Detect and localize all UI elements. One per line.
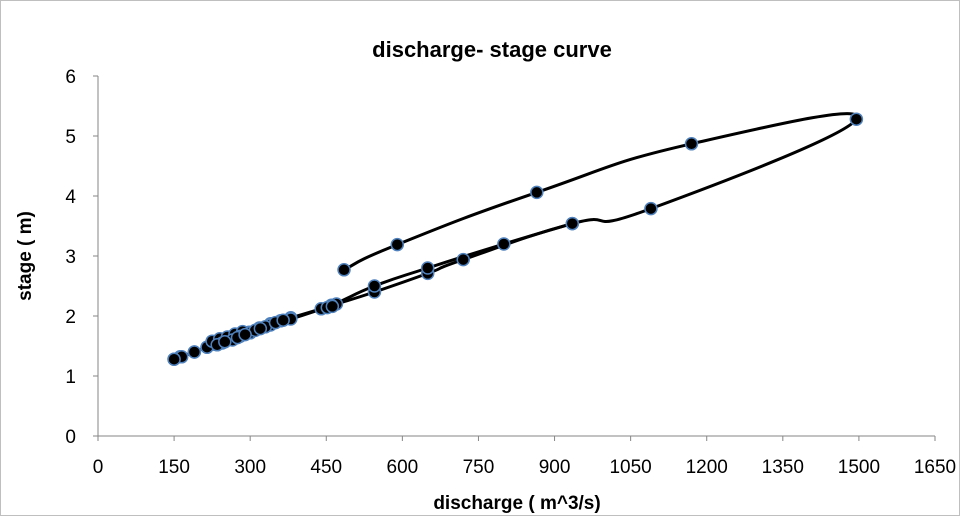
data-point xyxy=(684,137,699,151)
x-tick-label: 150 xyxy=(158,457,190,478)
y-tick-label: 0 xyxy=(65,427,76,448)
y-tick-label: 1 xyxy=(65,367,76,388)
data-point xyxy=(325,299,340,314)
data-point xyxy=(167,352,181,366)
data-point xyxy=(238,327,252,342)
x-tick-label: 750 xyxy=(463,457,495,478)
x-tick-label: 300 xyxy=(234,457,266,478)
data-point xyxy=(218,335,232,349)
y-tick-label: 4 xyxy=(65,187,76,208)
x-tick-label: 600 xyxy=(387,457,419,478)
data-point xyxy=(367,279,382,293)
x-tick-label: 1650 xyxy=(914,457,956,478)
data-point xyxy=(497,237,511,251)
x-tick-label: 0 xyxy=(93,457,104,478)
x-tick-label: 1350 xyxy=(762,457,804,478)
x-tick-label: 1050 xyxy=(609,457,651,478)
y-tick-label: 2 xyxy=(65,307,76,328)
x-tick-label: 450 xyxy=(310,457,342,478)
data-point xyxy=(337,263,351,277)
data-point xyxy=(849,112,864,126)
data-point xyxy=(530,185,544,200)
data-point xyxy=(644,201,658,216)
series-markers xyxy=(167,112,864,366)
y-axis-title: stage ( m) xyxy=(15,211,36,301)
data-point xyxy=(276,313,290,327)
y-tick-label: 5 xyxy=(65,127,76,148)
x-tick-label: 1200 xyxy=(686,457,728,478)
data-point xyxy=(187,345,202,359)
y-tick-label: 3 xyxy=(65,247,76,268)
data-point xyxy=(456,252,470,267)
data-point xyxy=(253,321,268,336)
chart-title: discharge- stage curve xyxy=(372,37,612,62)
x-tick-label: 1500 xyxy=(838,457,880,478)
data-point xyxy=(420,261,435,275)
y-axis-title-group: stage ( m) xyxy=(15,211,36,301)
data-point xyxy=(565,216,580,231)
x-tick-label: 900 xyxy=(539,457,571,478)
x-axis-title: discharge ( m^3/s) xyxy=(433,493,600,514)
axes: 0 150 300 450 600 750 900 1050 1200 1350 1500 1650 0… xyxy=(65,67,956,478)
data-point xyxy=(390,237,405,252)
y-tick-label: 6 xyxy=(65,67,76,88)
